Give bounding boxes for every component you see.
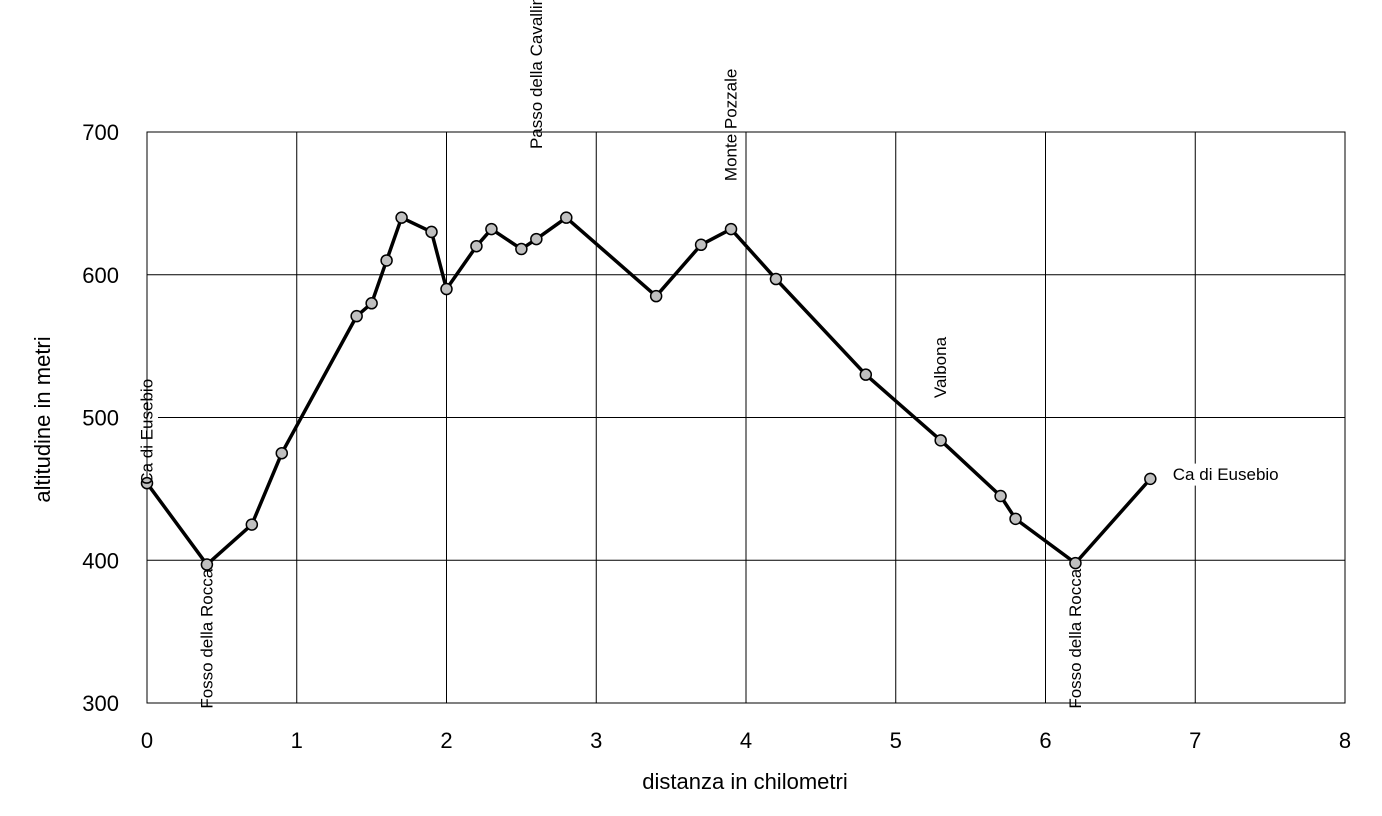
data-point: [1009, 512, 1022, 526]
grid-lines: [146, 131, 1346, 704]
elevation-line: [145, 215, 1152, 567]
annotation-label: Monte Pozzale: [722, 69, 741, 181]
data-point: [859, 368, 873, 381]
data-point: [140, 476, 154, 490]
x-tick-label: 1: [291, 728, 303, 753]
y-tick-label: 500: [82, 406, 119, 431]
x-tick-label: 5: [890, 728, 902, 753]
y-axis-title: altitudine in metri: [30, 336, 55, 502]
y-tick-label: 400: [82, 548, 119, 573]
data-point: [245, 518, 259, 531]
data-point: [1069, 556, 1082, 570]
annotation-background: [720, 65, 743, 184]
annotation-label: Fosso della Rocca: [1066, 568, 1085, 708]
data-point: [530, 232, 543, 246]
annotation-label: Ca di Eusebio: [138, 379, 157, 485]
x-tick-label: 4: [740, 728, 752, 753]
data-point: [200, 558, 214, 571]
x-tick-label: 0: [141, 728, 153, 753]
y-tick-label: 300: [82, 691, 119, 716]
annotation-label: Ca di Eusebio: [1173, 465, 1279, 484]
y-tick-label: 600: [82, 263, 119, 288]
x-tick-label: 2: [440, 728, 452, 753]
annotation-background: [1168, 463, 1295, 486]
annotation-background: [1064, 562, 1087, 715]
data-point: [440, 282, 453, 296]
x-tick-label: 7: [1189, 728, 1201, 753]
plot-area-frame: [146, 131, 1346, 704]
annotation-label: Passo della Cavallina: [527, 0, 546, 149]
data-point: [380, 254, 393, 267]
data-point: [515, 242, 528, 256]
annotation-background: [195, 562, 218, 715]
tick-labels: 0 1 2 3 4 5 6 7 8 300 400 500 600 700: [82, 120, 1351, 753]
y-tick-label: 700: [82, 120, 119, 145]
data-point: [560, 211, 573, 224]
series-layer: [140, 211, 1157, 571]
annotation-label: Fosso della Rocca: [197, 568, 216, 708]
annotation-background: [929, 334, 952, 401]
x-tick-label: 6: [1039, 728, 1051, 753]
x-axis-title: distanza in chilometri: [642, 769, 847, 794]
annotations: Ca di Eusebio Fosso della Rocca Passo dell…: [138, 0, 1279, 709]
data-point: [395, 211, 408, 224]
annotation-backgrounds: [136, 0, 1295, 715]
data-point: [649, 289, 663, 303]
data-point: [724, 222, 738, 236]
x-tick-label: 3: [590, 728, 602, 753]
data-point: [350, 309, 363, 323]
annotation-label: Valbona: [931, 336, 950, 398]
data-point: [365, 297, 378, 310]
data-point: [1144, 472, 1157, 486]
data-point: [470, 239, 483, 253]
x-tick-label: 8: [1339, 728, 1351, 753]
data-point: [425, 225, 438, 239]
data-point: [994, 489, 1007, 503]
data-point: [769, 272, 783, 286]
data-point: [275, 446, 289, 460]
data-point: [694, 238, 708, 252]
data-point: [485, 222, 498, 236]
annotation-background: [525, 0, 548, 162]
data-point: [934, 434, 947, 447]
